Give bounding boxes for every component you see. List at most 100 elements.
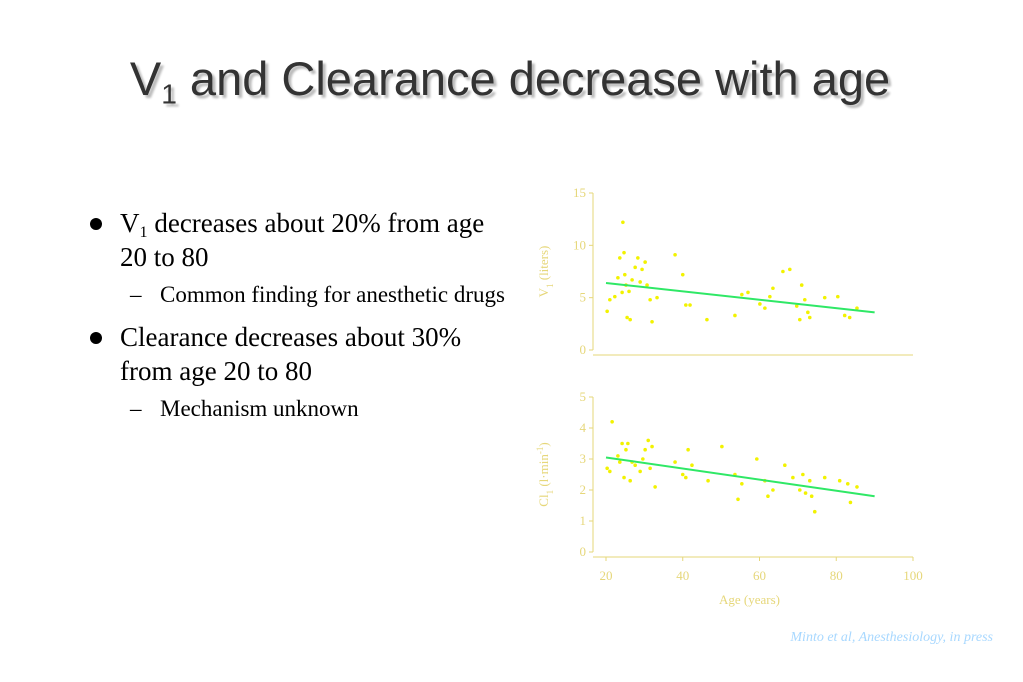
x-tick-label: 80 (830, 568, 843, 583)
bullet-list: V1 decreases about 20% from age 20 to 80… (88, 206, 508, 434)
text-part: V (120, 208, 140, 238)
y-tick-label: 5 (580, 389, 587, 404)
point (638, 469, 642, 474)
point (791, 475, 795, 480)
point (650, 444, 654, 449)
y-tick-label: 2 (580, 482, 587, 497)
point (768, 294, 772, 299)
point (720, 444, 724, 449)
point (641, 457, 645, 461)
point (771, 488, 775, 492)
point (842, 313, 847, 318)
point (794, 304, 799, 308)
point (645, 283, 649, 287)
text-part: decreases about 20% from age 20 to 80 (120, 208, 485, 272)
point (633, 463, 637, 468)
point (616, 454, 620, 458)
x-tick-label: 20 (600, 568, 613, 583)
y-tick-label: 5 (580, 290, 587, 305)
y-label-part: (l·min (536, 454, 551, 490)
x-axis-label: Age (years) (719, 592, 780, 607)
trend-line (605, 456, 875, 498)
text-part: and Clearance decrease with age (176, 52, 891, 105)
sub-bullet-list: Mechanism unknown (120, 394, 508, 424)
point (626, 441, 630, 446)
y-label-part: ) (536, 442, 551, 446)
point (608, 469, 612, 474)
y-tick-label: 0 (580, 544, 587, 559)
point (802, 297, 807, 302)
point (684, 303, 688, 307)
point (690, 463, 694, 468)
y-tick-label: 1 (580, 513, 587, 528)
point (624, 447, 628, 452)
point (648, 466, 652, 471)
point (627, 289, 631, 294)
point (680, 472, 685, 477)
point (643, 260, 647, 264)
point (684, 475, 688, 480)
point (855, 306, 859, 310)
point (620, 441, 624, 446)
point (686, 447, 690, 452)
text-part: 1 (139, 222, 148, 241)
point (807, 315, 812, 320)
point (781, 269, 785, 274)
y-label-part: V (536, 287, 551, 297)
point (812, 509, 817, 514)
sub-bullet-list: Common finding for anesthetic drugs (120, 280, 508, 310)
point (835, 294, 840, 299)
point (807, 478, 812, 483)
y-label-part: -1 (535, 447, 545, 455)
point (625, 315, 629, 320)
point (628, 478, 632, 483)
x-tick-label: 60 (753, 568, 766, 583)
point (650, 319, 654, 324)
point (733, 313, 737, 318)
point (797, 317, 802, 322)
sub-bullet: Common finding for anesthetic drugs (120, 280, 508, 310)
point (633, 265, 637, 270)
point (622, 250, 626, 255)
point (621, 220, 625, 225)
point (680, 272, 685, 277)
point (605, 309, 609, 314)
point (705, 317, 709, 322)
text-part: 1 (161, 77, 177, 110)
point (797, 488, 802, 492)
point (783, 463, 787, 468)
point (630, 278, 634, 282)
point (636, 256, 640, 260)
point (648, 297, 652, 302)
sub-bullet: Mechanism unknown (120, 394, 508, 424)
point (616, 275, 620, 280)
point (801, 472, 805, 477)
point (655, 295, 659, 300)
point (788, 267, 792, 272)
x-tick-label: 100 (903, 568, 923, 583)
y-tick-label: 15 (573, 185, 586, 200)
point (736, 497, 740, 502)
point (740, 482, 744, 486)
point (771, 286, 775, 291)
point (806, 310, 810, 315)
point (848, 500, 853, 505)
point (640, 267, 644, 272)
point (618, 256, 622, 260)
y-label-part: (liters) (536, 246, 551, 284)
point (822, 475, 827, 480)
point (706, 478, 710, 483)
point (755, 457, 759, 461)
point (740, 292, 744, 297)
trend-line (605, 282, 875, 314)
y-tick-label: 4 (580, 420, 587, 435)
point (847, 315, 852, 320)
point (822, 295, 827, 300)
point (618, 460, 622, 464)
point (758, 302, 762, 306)
y-label-part: 1 (545, 490, 555, 495)
point (845, 482, 850, 486)
point (608, 297, 612, 302)
